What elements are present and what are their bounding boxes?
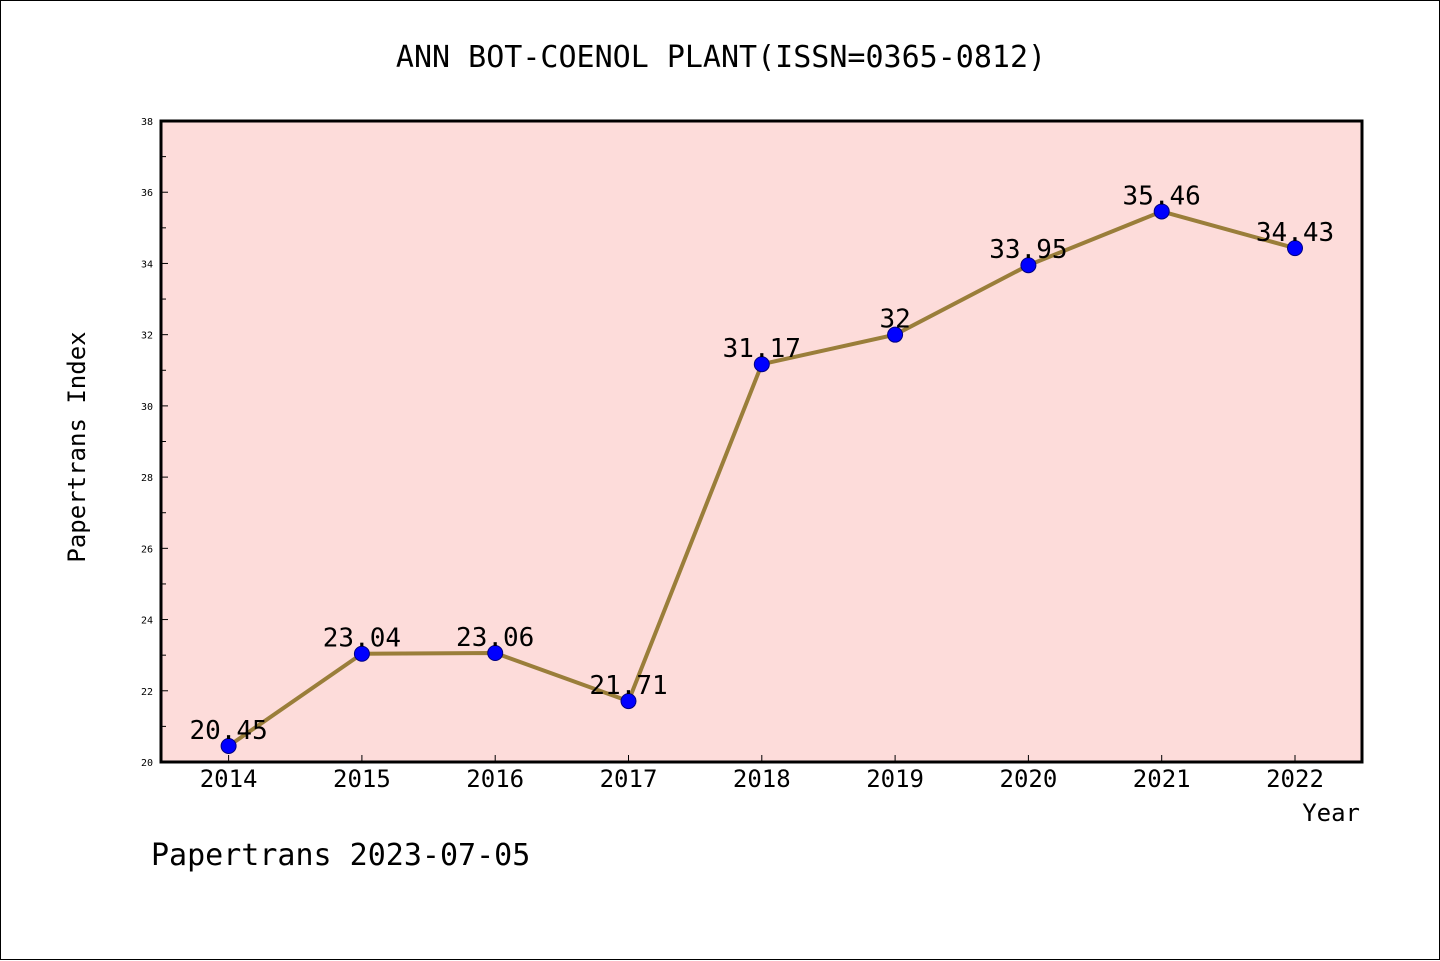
- data-label: 34.43: [1256, 218, 1334, 248]
- data-point: [753, 356, 770, 373]
- data-label: 23.06: [456, 623, 534, 653]
- data-point: [887, 326, 904, 343]
- y-tick-label: 34: [141, 259, 153, 270]
- y-tick-label: 38: [141, 117, 153, 128]
- x-axis: 2014 2015 2016 2017 2018 2019 2020 2021 2022: [200, 755, 1324, 793]
- data-markers: [220, 203, 1303, 754]
- y-tick-label: 26: [141, 544, 153, 555]
- x-tick-label: 2019: [866, 765, 924, 793]
- data-point: [1287, 240, 1303, 257]
- y-axis-label: Papertrans Index: [63, 331, 91, 562]
- data-label: 31.17: [723, 334, 801, 364]
- data-labels: 20.45 23.04 23.06 21.71 31.17 32 33.95 35.46 34.…: [189, 181, 1334, 746]
- x-tick-label: 2014: [200, 765, 258, 793]
- y-tick-label: 36: [141, 188, 153, 199]
- data-point: [353, 645, 370, 662]
- data-label: 32: [879, 305, 910, 335]
- y-tick-label: 22: [141, 687, 153, 698]
- x-tick-label: 2016: [466, 765, 524, 793]
- data-label: 21.71: [589, 671, 667, 701]
- data-label: 33.95: [989, 235, 1067, 265]
- x-axis-label: Year: [1302, 799, 1360, 827]
- data-point: [620, 693, 637, 710]
- y-tick-label: 32: [141, 331, 153, 342]
- x-tick-label: 2021: [1133, 765, 1191, 793]
- y-tick-label: 30: [141, 402, 153, 413]
- chart-title: ANN BOT-COENOL PLANT(ISSN=0365-0812): [396, 40, 1046, 75]
- data-point: [1020, 257, 1037, 274]
- x-tick-label: 2015: [333, 765, 391, 793]
- data-label: 35.46: [1123, 181, 1201, 211]
- data-point: [220, 737, 237, 754]
- y-tick-label: 20: [141, 758, 153, 769]
- y-axis: 20 22 24 26 28 30 32 34 36 38: [141, 117, 168, 769]
- x-tick-label: 2020: [1000, 765, 1058, 793]
- y-tick-label: 28: [141, 473, 153, 484]
- data-point: [487, 645, 504, 662]
- y-tick-label: 24: [141, 616, 153, 627]
- data-label: 23.04: [323, 624, 401, 654]
- x-tick-label: 2018: [733, 765, 791, 793]
- x-tick-label: 2022: [1266, 765, 1324, 793]
- data-point: [1153, 203, 1170, 220]
- x-tick-label: 2017: [600, 765, 658, 793]
- data-label: 20.45: [189, 716, 267, 746]
- footer-credit: Papertrans 2023-07-05: [151, 838, 530, 873]
